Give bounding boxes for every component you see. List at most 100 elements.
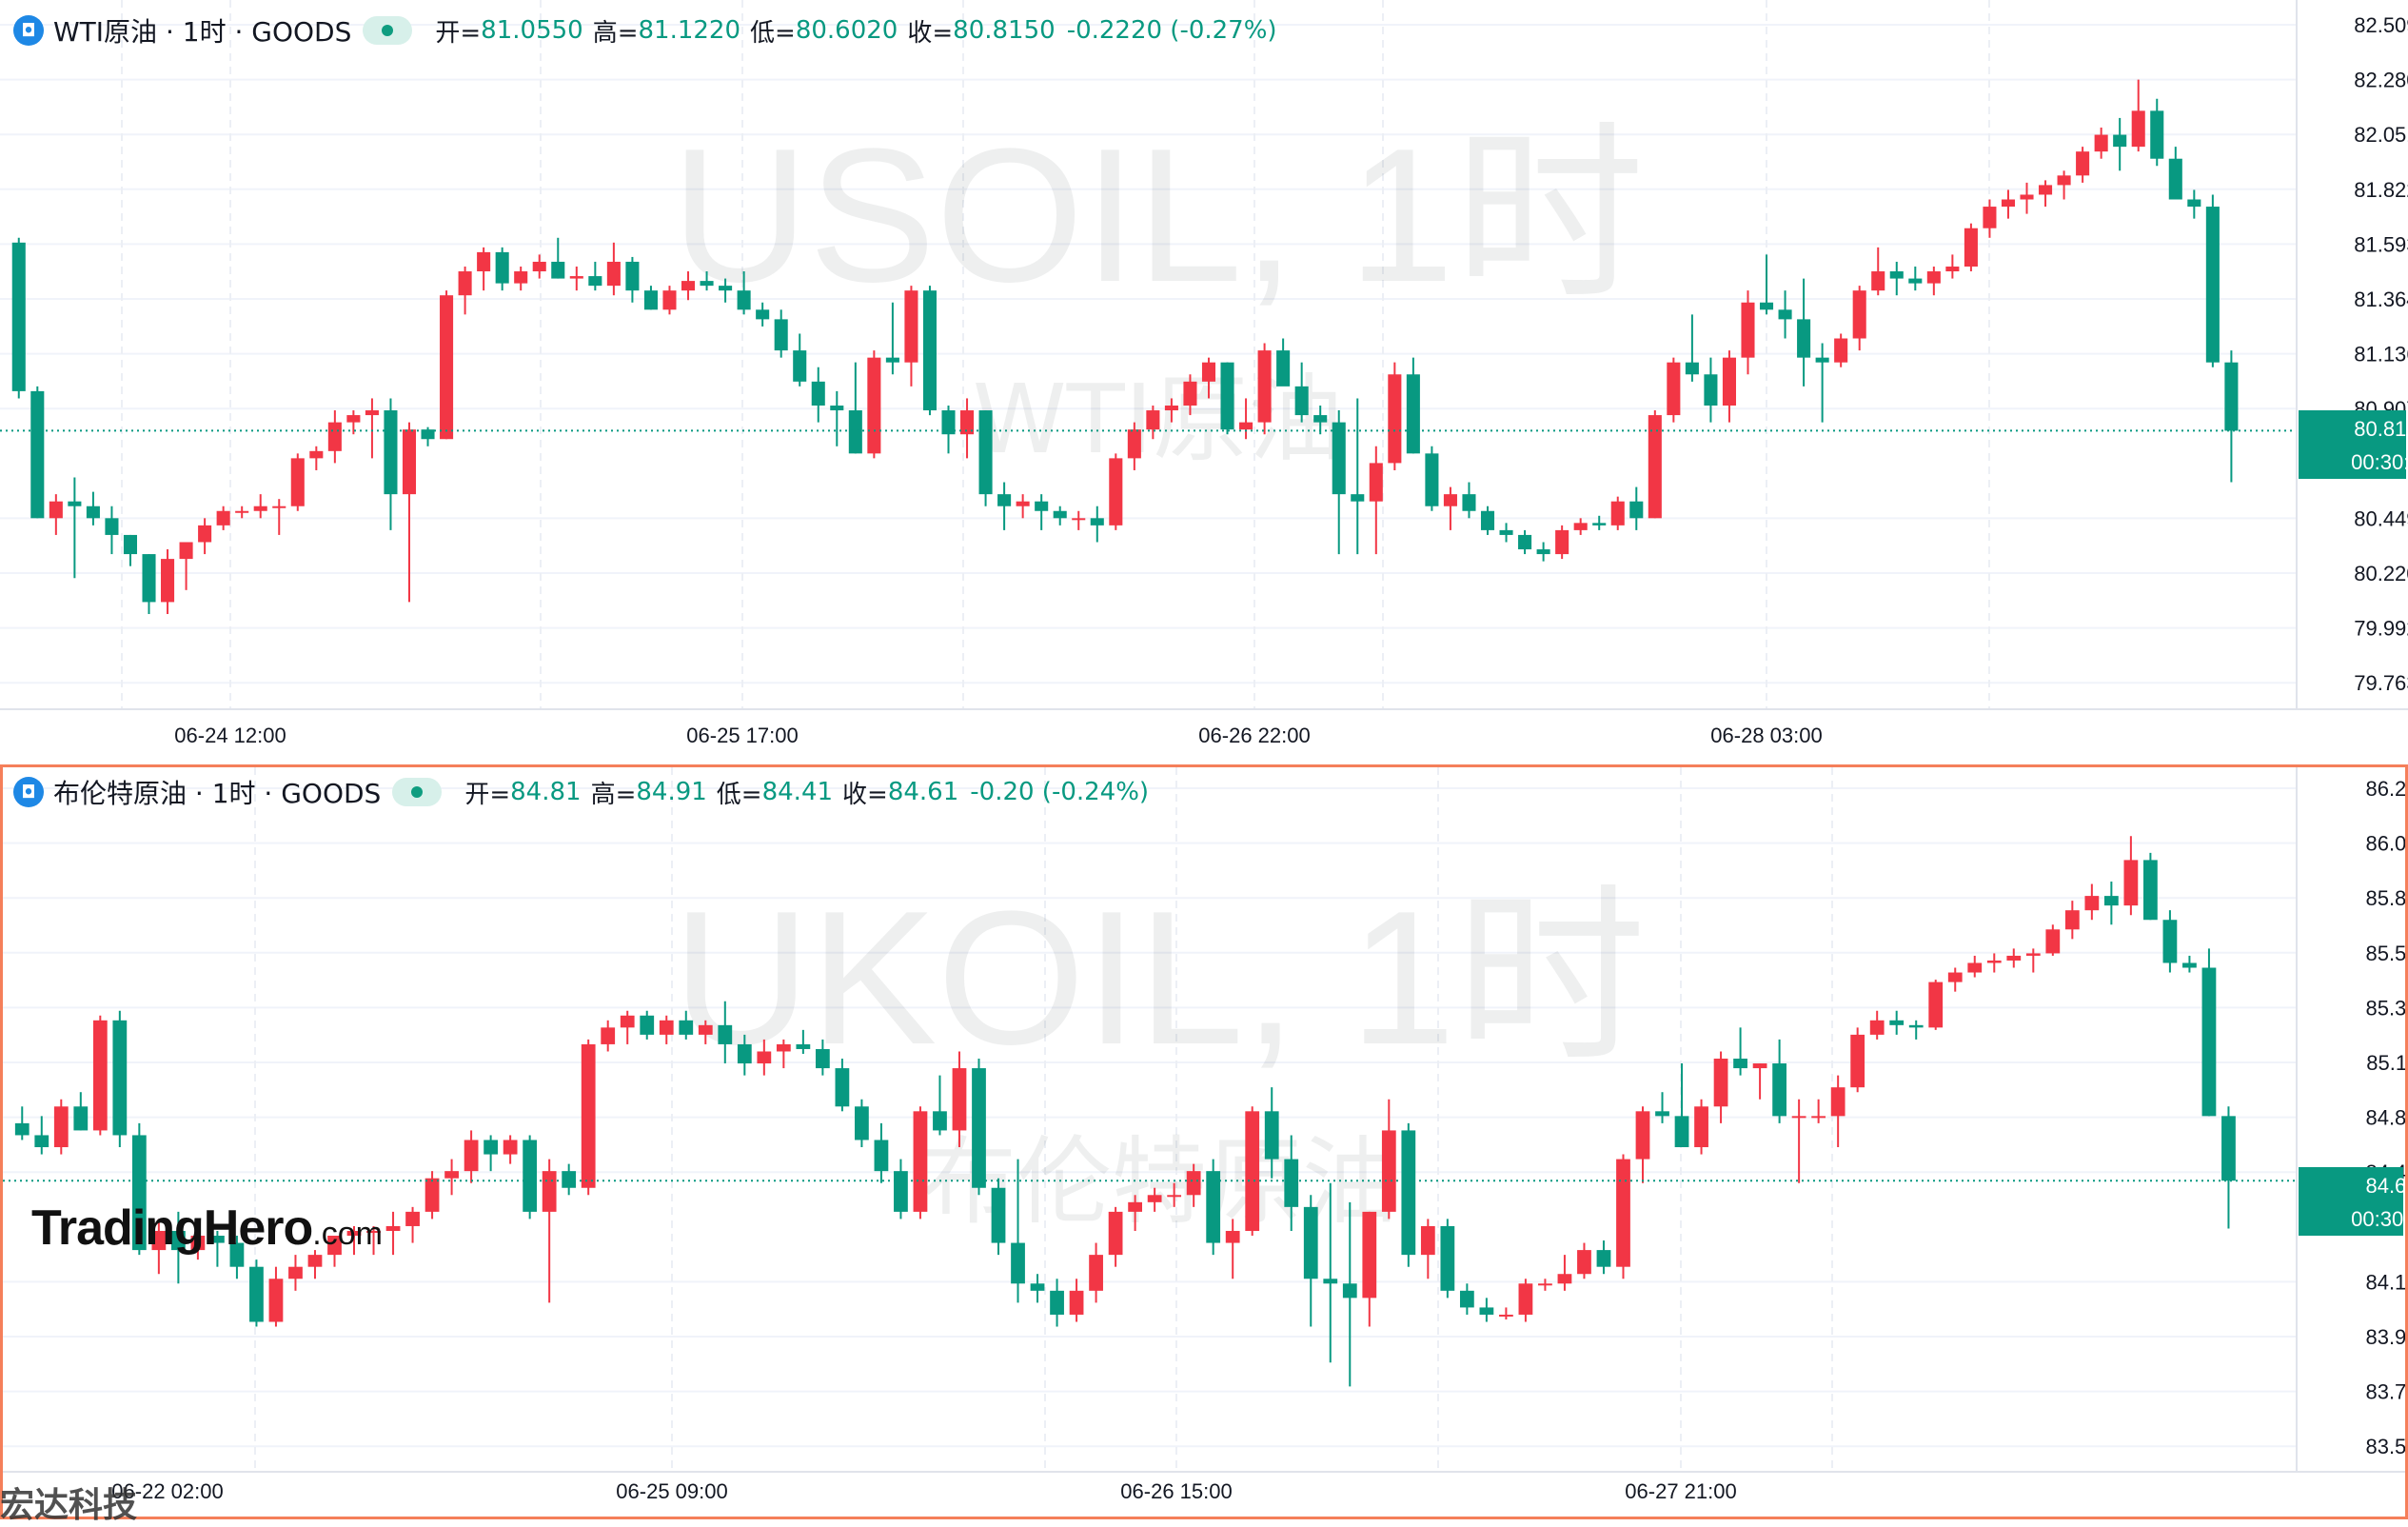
candle-body [1220, 362, 1234, 430]
candle-body [131, 1135, 147, 1251]
candle [848, 362, 862, 454]
candle-body [1596, 1250, 1611, 1267]
candle [210, 1230, 225, 1267]
candle [1674, 1063, 1689, 1148]
candle-body [34, 1135, 49, 1148]
wti-legend: ◘ WTI原油 · 1时 · GOODS 开= 81.0550 高= 81.1220… [13, 11, 1277, 50]
grid-lines [3, 767, 2297, 1472]
candle-body [464, 1140, 479, 1172]
candle [1284, 1135, 1299, 1231]
candle [346, 1225, 362, 1256]
candle [601, 1020, 616, 1052]
wti-chart-svg[interactable]: USOIL, 1时WTI原油82.509082.280282.051481.82… [0, 0, 2408, 757]
candle-body [1351, 494, 1365, 502]
price-tick-label: 81.5937 [2354, 232, 2408, 256]
symbol-title[interactable]: 布伦特原油 · 1时 · GOODS [53, 778, 382, 809]
candle-body [190, 1236, 206, 1251]
candle-body [458, 271, 472, 296]
brent-chart-panel[interactable]: UKOIL, 1时布伦特原油86.2586.0385.8085.5785.348… [0, 764, 2408, 1519]
candle [151, 1219, 167, 1275]
brent-chart-svg[interactable]: UKOIL, 1时布伦特原油86.2586.0385.8085.5785.348… [3, 767, 2405, 1517]
candle-body [737, 290, 751, 310]
candle [1164, 398, 1178, 423]
candle-body [2094, 134, 2108, 152]
candle [1030, 1274, 1045, 1303]
candle [1596, 1240, 1611, 1275]
candle [288, 1255, 303, 1291]
candle [1462, 482, 1476, 519]
symbol-title[interactable]: WTI原油 · 1时 · GOODS [53, 16, 352, 48]
candle [495, 247, 509, 291]
candle [1557, 1255, 1572, 1291]
candle-body [1109, 458, 1123, 526]
candle-body [922, 290, 937, 411]
wti-chart-panel[interactable]: USOIL, 1时WTI原油82.509082.280282.051481.82… [0, 0, 2408, 757]
candle-body [1183, 381, 1197, 406]
candle [1257, 343, 1272, 435]
candle-body [1499, 1314, 1513, 1317]
candle [830, 390, 844, 446]
candle [440, 290, 454, 440]
candle [1313, 405, 1328, 435]
watermark-title: USOIL, 1时 [671, 109, 1645, 322]
candle [290, 453, 305, 511]
candle [757, 1039, 772, 1076]
candle-body [235, 510, 249, 513]
candle [933, 1075, 947, 1136]
low-value: 84.41 [761, 778, 834, 806]
candle-body [1011, 1242, 1025, 1284]
candle-body [581, 1043, 596, 1188]
candle [1167, 1182, 1182, 1207]
candle [718, 1001, 733, 1064]
candle [385, 1211, 401, 1256]
candle [1811, 1099, 1826, 1123]
candle-body [444, 1171, 459, 1179]
candle-body [1713, 1059, 1728, 1107]
candle-body [53, 1106, 69, 1148]
candle [1108, 1206, 1123, 1267]
candle-body [86, 506, 100, 519]
candle [1362, 1211, 1377, 1327]
candle-body [1871, 271, 1885, 291]
market-status-icon[interactable] [392, 778, 443, 806]
candle-body [11, 242, 26, 391]
candle [1425, 446, 1439, 511]
candle-body [1704, 374, 1718, 406]
candle [1072, 510, 1086, 530]
candle [997, 482, 1012, 530]
candle-body [904, 290, 918, 363]
candle [1752, 1063, 1767, 1100]
market-status-icon[interactable] [363, 16, 413, 45]
candle-body [1225, 1230, 1240, 1243]
candle-body [1694, 1106, 1708, 1148]
candle [835, 1059, 850, 1112]
candle-body [1889, 1020, 1905, 1025]
candle [484, 1135, 499, 1172]
candle-body [1164, 405, 1178, 411]
candle-body [2057, 175, 2071, 186]
price-tick-label: 85.34 [2365, 996, 2405, 1020]
candle-body [1294, 386, 1309, 416]
candle [737, 271, 751, 315]
candle [346, 410, 361, 435]
candle-body [2039, 185, 2053, 195]
time-tick-label: 06-22 02:00 [111, 1479, 223, 1503]
close-label: 收= [907, 18, 954, 48]
candle-body [1815, 357, 1829, 363]
candle-body [1313, 415, 1328, 423]
price-tick-label: 83.73 [2365, 1380, 2405, 1404]
candle-body [737, 1043, 752, 1064]
candle [1206, 1159, 1221, 1256]
candle [1926, 266, 1941, 296]
candle-body [941, 410, 956, 435]
open-label: 开= [435, 18, 482, 48]
candle-body [1655, 1111, 1669, 1117]
candle-body [142, 554, 156, 603]
candle-body [776, 1043, 791, 1052]
time-axis: 06-24 12:00 06-25 17:00 06-26 22:00 06-28 0… [174, 724, 1822, 747]
candle-body [700, 281, 714, 287]
candle-body [855, 1106, 869, 1140]
candle-body [1759, 302, 1774, 310]
candle-body [1834, 338, 1848, 363]
candle-body [1016, 501, 1030, 506]
